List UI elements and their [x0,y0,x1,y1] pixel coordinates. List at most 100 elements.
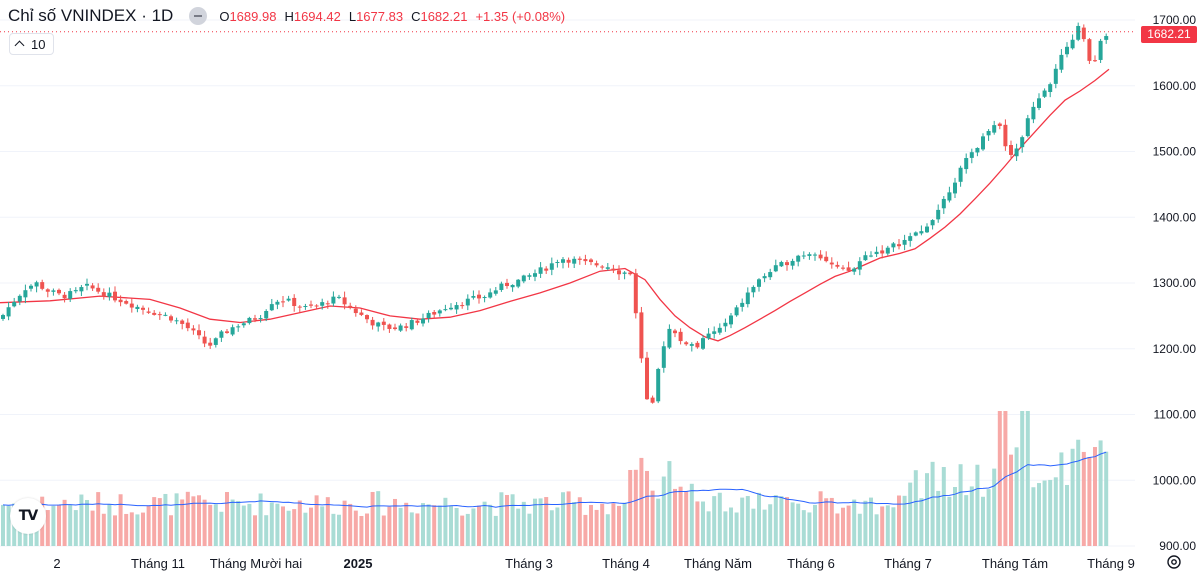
candle-body [773,265,778,272]
candle-body [986,130,991,136]
volume-bar [583,514,588,546]
volume-bar [936,490,941,546]
volume-bar [897,495,901,546]
volume-bar [454,508,459,546]
candle-body [1098,40,1103,60]
x-tick-label: Tháng 3 [505,556,553,571]
candle-body [152,312,157,315]
candle-body [617,270,621,275]
volume-bar [1009,454,1013,546]
candle-body [79,287,84,292]
candle-body [605,267,610,269]
volume-bar [1076,439,1081,546]
volume-bar [824,498,829,546]
volume-bar [981,496,985,546]
candle-body [241,323,246,326]
volume-bar [325,497,330,546]
candle-body [471,296,476,298]
candle-body [964,158,969,170]
visibility-toggle-icon[interactable] [189,7,208,25]
volume-bar [801,510,806,546]
volume-bar [947,496,952,546]
volume-bar [118,494,123,546]
candle-body [225,331,229,333]
candle-body [376,322,381,327]
candle-body [477,294,481,299]
x-tick-label: Tháng 7 [884,556,932,571]
volume-bar [689,483,694,546]
candle-body [857,261,862,270]
candle-body [925,226,929,233]
candle-body [555,262,560,264]
volume-bar [230,499,235,546]
volume-bar [521,501,526,546]
volume-bar [751,508,756,546]
gear-icon[interactable] [1165,553,1183,571]
volume-bar [320,506,325,546]
candle-body [846,267,851,271]
volume-bar [1,504,5,546]
candle-body [359,312,364,315]
volume-bar [219,511,224,546]
volume-bar [309,507,313,546]
volume-bar [393,498,397,546]
time-axis[interactable]: 2 Tháng 11 Tháng Mười hai 2025 Tháng 3 Tháng … [53,556,1134,571]
candle-body [124,301,129,304]
volume-bar [169,515,173,546]
candle-body [723,322,728,327]
volume-bar [656,498,661,546]
candle-body [141,307,145,310]
candle-body [600,266,605,268]
candle-body [757,279,761,287]
candle-body [292,297,297,307]
volume-bar [1059,452,1064,546]
volume-bar [499,492,504,546]
chevron-up-icon [14,40,25,51]
candle-body [90,285,95,289]
candle-body [913,232,918,236]
volume-bar [213,504,218,546]
candle-body [488,292,493,298]
volume-bar [527,513,532,546]
candle-body [1014,148,1019,157]
candle-body [1093,60,1097,62]
volume-bar [493,515,498,546]
symbol-title[interactable]: Chỉ số VNINDEX · 1D [8,6,174,25]
candlestick-series [1,22,1109,404]
candle-body [12,302,17,307]
candle-body [1025,118,1030,137]
candle-body [785,262,789,266]
candle-body [583,259,588,262]
candle-body [695,342,700,348]
volume-bar [874,514,879,546]
candle-body [835,264,840,267]
volume-bar [958,464,963,546]
candle-body [443,309,448,311]
candle-body [678,331,683,342]
chart-legend: Chỉ số VNINDEX · 1D O1689.98 H1694.42 L1… [8,4,565,28]
volume-bar [68,505,73,546]
volume-bar [460,515,465,546]
candle-body [1076,25,1081,40]
candle-body [656,368,661,402]
volume-bar [745,496,750,546]
candle-body [661,346,666,368]
candle-body [622,272,627,274]
volume-bar [667,461,672,546]
candle-body [852,268,857,272]
volume-bar [269,502,274,546]
candle-body [353,308,358,314]
volume-bar [1014,447,1019,546]
candle-body [538,267,543,274]
candle-body [706,333,711,339]
price-axis[interactable]: 1700.00 1600.00 1500.00 1400.00 1300.00 1200.… [1153,13,1197,553]
volume-bar [617,505,621,546]
candle-body [426,312,431,319]
indicator-toggle[interactable]: 10 [9,33,55,55]
tradingview-logo-icon[interactable]: TV [10,498,46,534]
x-tick-label: Tháng Năm [684,556,752,571]
candle-body [415,320,420,323]
candle-body [118,299,123,303]
candle-body [236,326,241,328]
